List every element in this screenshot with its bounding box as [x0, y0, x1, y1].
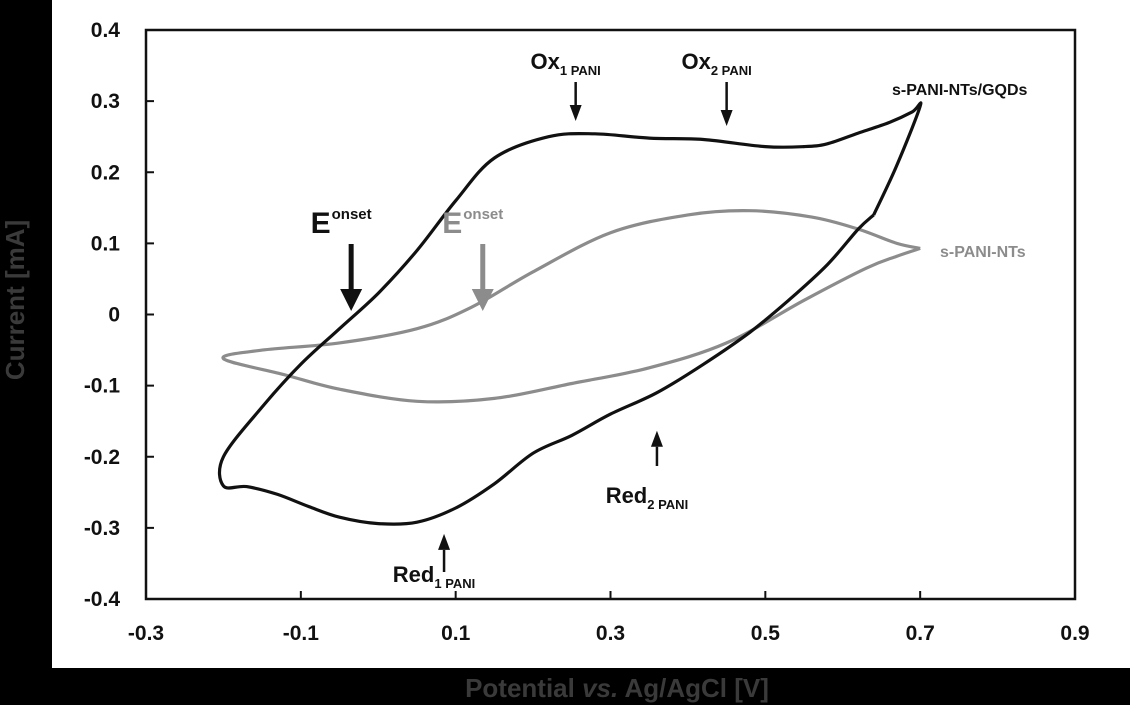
- x-axis: -0.3 -0.1 0.1 0.3 0.5 0.7 0.9: [128, 591, 1090, 645]
- x-axis-title-part: Ag/AgCl [V]: [618, 673, 769, 703]
- series-label: s-PANI-NTs: [940, 244, 1026, 261]
- x-tick-label: -0.1: [283, 622, 320, 645]
- x-tick-label: -0.3: [128, 622, 164, 645]
- svg-text:Red2 PANI: Red2 PANI: [606, 483, 689, 512]
- annotation-arrow-head: [340, 288, 363, 311]
- series-line-pani-nts: [221, 209, 921, 404]
- x-axis-title-vs: vs.: [582, 673, 618, 703]
- annotation-arrow-head: [720, 110, 733, 127]
- series-layer: [217, 101, 923, 526]
- annotation-e-onset: Eonset: [442, 206, 503, 240]
- annotation-arrow-head: [471, 288, 494, 311]
- svg-text:Eonset: Eonset: [311, 206, 372, 240]
- annotation-red-1-pani: Red1 PANI: [393, 562, 476, 591]
- y-tick-label: -0.2: [84, 446, 120, 469]
- y-tick-label: -0.4: [84, 588, 121, 611]
- plot-frame: [144, 28, 1077, 601]
- x-tick-label: 0.1: [441, 622, 471, 645]
- y-tick-label: 0.4: [91, 19, 121, 42]
- x-tick-label: 0.9: [1060, 622, 1089, 645]
- y-tick-label: 0.3: [91, 90, 120, 113]
- annotation-ox-2-pani: Ox2 PANI: [681, 49, 751, 78]
- annotation-arrow-head: [438, 533, 451, 550]
- annotation-arrow-head: [569, 105, 582, 122]
- y-axis: 0.4 0.3 0.2 0.1 0 -0.1 -0.2 -0.3 -0.4: [84, 19, 154, 611]
- x-axis-title: Potential vs. Ag/AgCl [V]: [465, 673, 769, 703]
- svg-text:Eonset: Eonset: [442, 206, 503, 240]
- svg-text:Ox1 PANI: Ox1 PANI: [531, 49, 601, 78]
- svg-text:Ox2 PANI: Ox2 PANI: [681, 49, 751, 78]
- x-tick-label: 0.5: [751, 622, 781, 645]
- y-tick-label: -0.3: [84, 517, 120, 540]
- x-axis-title-part: Potential: [465, 673, 582, 703]
- annotation-ox-1-pani: Ox1 PANI: [531, 49, 601, 78]
- annotation-e-onset: Eonset: [311, 206, 372, 240]
- annotation-red-2-pani: Red2 PANI: [606, 483, 689, 512]
- x-tick-label: 0.7: [906, 622, 935, 645]
- annotation-layer: s-PANI-NTs/GQDs s-PANI-NTs Ox1 PANI Ox2 PAN…: [311, 49, 1028, 591]
- plot-panel: [52, 0, 1130, 668]
- svg-text:Red1 PANI: Red1 PANI: [393, 562, 476, 591]
- series-line-pani-nts-gqds: [217, 101, 923, 526]
- y-axis-title: Current [mA]: [0, 220, 30, 380]
- y-tick-label: 0.2: [91, 161, 120, 184]
- y-tick-label: -0.1: [84, 375, 121, 398]
- y-tick-label: 0.1: [91, 232, 121, 255]
- x-tick-label: 0.3: [596, 622, 625, 645]
- y-tick-label: 0: [108, 304, 120, 327]
- series-label: s-PANI-NTs/GQDs: [892, 82, 1028, 99]
- annotation-arrow-head: [650, 430, 663, 447]
